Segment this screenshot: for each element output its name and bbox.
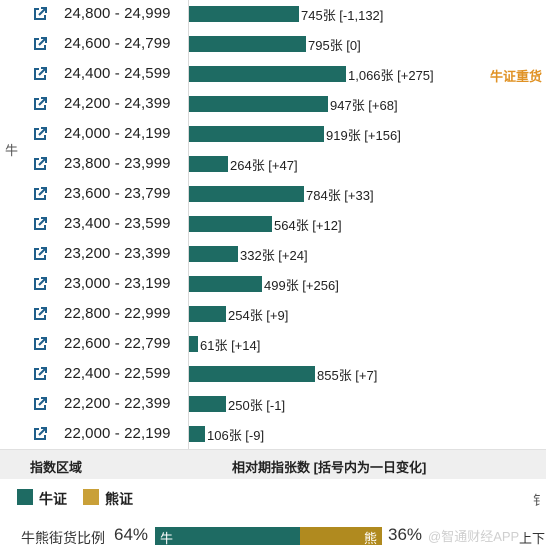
ratio-bull-tag: 牛 [160, 531, 174, 546]
count-label: 745张 [-1,132] [301, 8, 384, 23]
ratio-bear-tag: 熊 [363, 531, 377, 546]
count-label: 250张 [-1] [228, 398, 286, 413]
strike-row: 23,800 - 23,999 264张 [+47] [0, 150, 546, 180]
strike-row: 24,800 - 24,999 745张 [-1,132] [0, 0, 546, 30]
external-link-icon[interactable] [33, 217, 47, 231]
ratio-bull-fill: 牛 [155, 527, 300, 546]
legend: 牛证 熊证 [0, 487, 546, 509]
count-label: 784张 [+33] [306, 188, 374, 203]
strike-range: 24,000 - 24,199 [64, 125, 171, 142]
strike-row: 22,600 - 22,799 61张 [+14] [0, 330, 546, 360]
count-label: 264张 [+47] [230, 158, 298, 173]
external-link-icon[interactable] [33, 397, 47, 411]
count-bar [189, 426, 205, 442]
watermark: @智通财经APP [428, 529, 520, 544]
external-link-icon[interactable] [33, 337, 47, 351]
strike-range: 22,200 - 22,399 [64, 395, 171, 412]
external-link-icon[interactable] [33, 157, 47, 171]
strike-range: 24,800 - 24,999 [64, 5, 171, 22]
strike-row: 22,800 - 22,999 254张 [+9] [0, 300, 546, 330]
external-link-icon[interactable] [33, 247, 47, 261]
count-bar [189, 36, 306, 52]
strike-range: 23,600 - 23,799 [64, 185, 171, 202]
bull-bear-ratio: 牛熊街货比例 64% 牛 熊 36% @智通财经APP 上下 [0, 522, 546, 548]
count-bar [189, 156, 228, 172]
ratio-bull-percent: 64% [114, 525, 149, 544]
legend-bear-label: 熊证 [105, 491, 133, 507]
count-label: 855张 [+7] [317, 368, 378, 383]
strike-range: 23,200 - 23,399 [64, 245, 171, 262]
count-bar [189, 396, 226, 412]
legend-bull-label: 牛证 [39, 491, 67, 507]
count-bar [189, 186, 304, 202]
strike-row: 23,200 - 23,399 332张 [+24] [0, 240, 546, 270]
external-link-icon[interactable] [33, 307, 47, 321]
count-label: 499张 [+256] [264, 278, 339, 293]
external-link-icon[interactable] [33, 367, 47, 381]
count-bar [189, 96, 328, 112]
strike-range: 22,800 - 22,999 [64, 305, 171, 322]
external-link-icon[interactable] [33, 67, 47, 81]
count-label: 947张 [+68] [330, 98, 398, 113]
legend-bull-swatch [17, 489, 33, 505]
strike-row: 22,400 - 22,599 855张 [+7] [0, 360, 546, 390]
count-bar [189, 366, 315, 382]
count-bar [189, 336, 198, 352]
axis-divider [188, 0, 189, 450]
strike-row: 24,400 - 24,599 1,066张 [+275] 牛证重货 [0, 60, 546, 90]
strike-range: 24,600 - 24,799 [64, 35, 171, 52]
strike-row: 22,000 - 22,199 106张 [-9] [0, 420, 546, 450]
count-bar [189, 126, 324, 142]
strike-range: 23,800 - 23,999 [64, 155, 171, 172]
table-header: 指数区域 相对期指张数 [括号内为一日变化] [0, 449, 546, 479]
count-label: 1,066张 [+275] [348, 68, 434, 83]
count-bar [189, 216, 272, 232]
strike-row: 23,000 - 23,199 499张 [+256] [0, 270, 546, 300]
strike-range: 22,600 - 22,799 [64, 335, 171, 352]
strike-range: 23,000 - 23,199 [64, 275, 171, 292]
external-link-icon[interactable] [33, 127, 47, 141]
strike-range: 24,200 - 24,399 [64, 95, 171, 112]
page-nav[interactable]: 上下 [519, 531, 546, 546]
ratio-label: 牛熊街货比例 [21, 530, 105, 546]
side-label: 牛 [5, 143, 19, 158]
external-link-icon[interactable] [33, 97, 47, 111]
strike-row: 24,200 - 24,399 947张 [+68] [0, 90, 546, 120]
edge-glyph: 钅 [532, 493, 546, 508]
count-bar [189, 66, 346, 82]
count-label: 564张 [+12] [274, 218, 342, 233]
count-bar [189, 246, 238, 262]
count-label: 106张 [-9] [207, 428, 265, 443]
count-label: 61张 [+14] [200, 338, 261, 353]
strike-range: 22,400 - 22,599 [64, 365, 171, 382]
count-label: 254张 [+9] [228, 308, 289, 323]
external-link-icon[interactable] [33, 187, 47, 201]
external-link-icon[interactable] [33, 277, 47, 291]
header-range-label: 指数区域 [30, 460, 83, 475]
ratio-bar: 牛 熊 [155, 527, 382, 546]
strike-row: 24,000 - 24,199 919张 [+156] [0, 120, 546, 150]
ratio-bear-percent: 36% [388, 525, 423, 544]
strike-row: 24,600 - 24,799 795张 [0] [0, 30, 546, 60]
strike-row: 23,400 - 23,599 564张 [+12] [0, 210, 546, 240]
external-link-icon[interactable] [33, 37, 47, 51]
external-link-icon[interactable] [33, 427, 47, 441]
count-label: 795张 [0] [308, 38, 361, 53]
heavy-position-note: 牛证重货 [489, 69, 542, 84]
external-link-icon[interactable] [33, 7, 47, 21]
count-label: 919张 [+156] [326, 128, 401, 143]
strike-row: 22,200 - 22,399 250张 [-1] [0, 390, 546, 420]
count-label: 332张 [+24] [240, 248, 308, 263]
header-count-label: 相对期指张数 [括号内为一日变化] [232, 460, 427, 475]
count-bar [189, 306, 226, 322]
count-bar [189, 6, 299, 22]
strike-range: 23,400 - 23,599 [64, 215, 171, 232]
legend-bear-swatch [83, 489, 99, 505]
strike-row: 23,600 - 23,799 784张 [+33] [0, 180, 546, 210]
strike-range: 24,400 - 24,599 [64, 65, 171, 82]
strike-range: 22,000 - 22,199 [64, 425, 171, 442]
count-bar [189, 276, 262, 292]
